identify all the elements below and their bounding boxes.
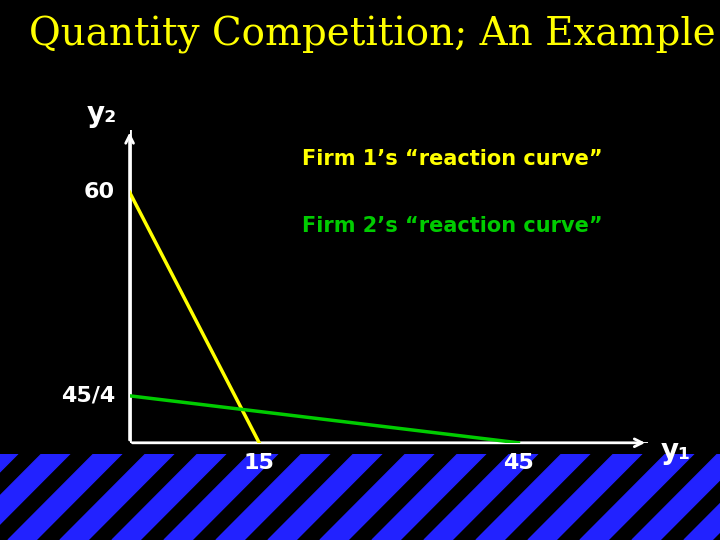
Polygon shape [0,454,18,540]
Polygon shape [112,454,226,540]
Text: 45: 45 [503,453,534,473]
Polygon shape [372,454,486,540]
Polygon shape [528,454,642,540]
Text: 45/4: 45/4 [60,386,115,406]
Polygon shape [476,454,590,540]
Text: Firm 1’s “reaction curve”: Firm 1’s “reaction curve” [302,149,603,169]
Polygon shape [320,454,434,540]
Polygon shape [632,454,720,540]
Polygon shape [216,454,330,540]
Polygon shape [684,454,720,540]
Polygon shape [60,454,174,540]
Text: Firm 2’s “reaction curve”: Firm 2’s “reaction curve” [302,215,603,235]
Polygon shape [8,454,122,540]
Text: Quantity Competition; An Example: Quantity Competition; An Example [29,16,716,54]
Text: 60: 60 [84,182,115,202]
Polygon shape [268,454,382,540]
Text: y₁: y₁ [661,437,691,465]
Polygon shape [164,454,278,540]
Polygon shape [0,454,70,540]
Polygon shape [580,454,694,540]
Polygon shape [424,454,538,540]
Text: 15: 15 [244,453,274,473]
Text: y₂: y₂ [86,99,117,127]
